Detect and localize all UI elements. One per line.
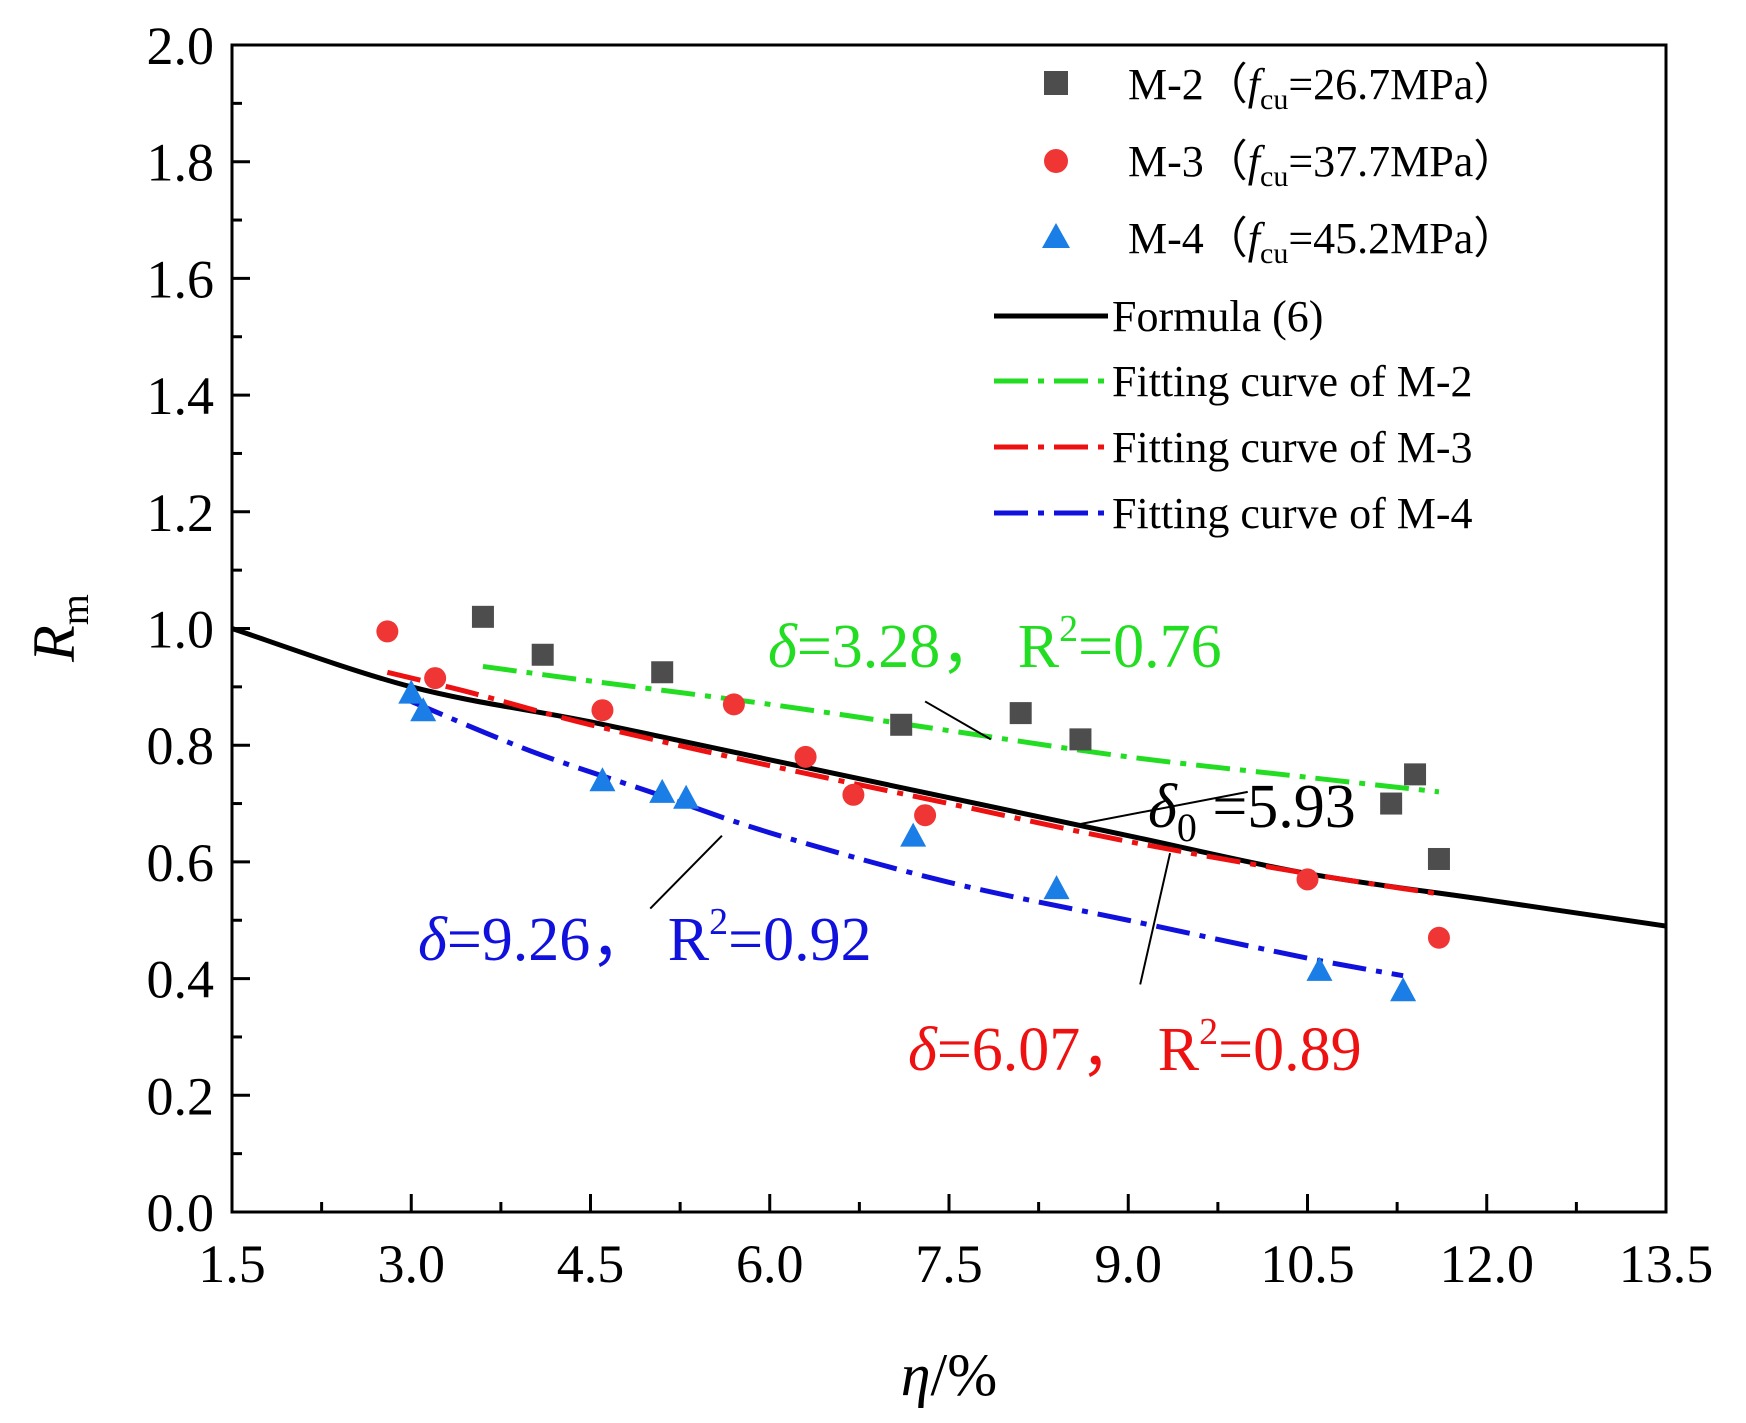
x-tick-label: 6.0 [736, 1234, 804, 1294]
y-tick-label: 0.6 [147, 833, 215, 893]
point-m-4 [1306, 956, 1333, 981]
point-m-2 [651, 661, 674, 684]
x-tick-label: 13.5 [1619, 1234, 1714, 1294]
legend: M-2（fcu=26.7MPa） M-3（fcu=37.7MPa） M-4（fc… [994, 60, 1517, 538]
y-tick-label: 0.0 [147, 1183, 215, 1243]
leader-formula [1080, 790, 1248, 825]
point-m-2 [1009, 702, 1032, 725]
point-m-4 [649, 778, 676, 803]
point-m-3 [794, 745, 817, 768]
x-tick-label: 1.5 [198, 1234, 266, 1294]
leader-m2 [924, 700, 992, 741]
point-m-3 [424, 667, 447, 690]
point-m-4 [410, 697, 437, 722]
point-m-3 [1296, 868, 1319, 891]
point-m-3 [591, 699, 614, 722]
x-tick-label: 3.0 [378, 1234, 446, 1294]
y-tick-label: 0.2 [147, 1066, 215, 1126]
point-m-3 [376, 620, 399, 643]
legend-label-fit-m3: Fitting curve of M-3 [1112, 423, 1473, 472]
y-tick-label: 0.4 [147, 950, 215, 1010]
leader-m3 [1139, 852, 1172, 985]
y-tick-label: 1.8 [147, 133, 215, 193]
y-tick-label: 1.0 [147, 600, 215, 660]
point-m-2 [1404, 763, 1427, 786]
point-m-2 [890, 713, 913, 736]
y-tick-label: 1.6 [147, 249, 215, 309]
legend-label-m3: M-3（fcu=37.7MPa） [1128, 137, 1517, 193]
annotation-m4: δ=9.26， R2=0.92 [418, 901, 872, 974]
legend-marker-m2 [1044, 71, 1068, 95]
y-tick-label: 1.4 [147, 366, 215, 426]
point-m-2 [471, 605, 494, 628]
point-m-2 [531, 643, 554, 666]
point-m-4 [589, 767, 616, 792]
legend-label-fit-m4: Fitting curve of M-4 [1112, 489, 1473, 538]
point-m-2 [1069, 728, 1092, 751]
legend-label-m2: M-2（fcu=26.7MPa） [1128, 60, 1517, 116]
point-m-3 [1427, 926, 1450, 949]
annotation-m2: δ=3.28， R2=0.76 [768, 608, 1222, 681]
annotation-leaders [649, 700, 1248, 985]
annotation-formula: δ0 =5.93 [1148, 773, 1356, 850]
y-tick-label: 2.0 [147, 16, 215, 76]
leader-m4 [649, 834, 723, 910]
fit-curve-m3 [386, 669, 1440, 897]
curves [231, 626, 1667, 979]
point-m-3 [722, 693, 745, 716]
point-m-4 [900, 822, 927, 847]
x-tick-label: 4.5 [557, 1234, 625, 1294]
annotation-m3: δ=6.07， R2=0.89 [908, 1011, 1362, 1084]
point-m-3 [914, 804, 937, 827]
point-m-2 [1427, 847, 1450, 870]
legend-label-m4: M-4（fcu=45.2MPa） [1128, 214, 1517, 270]
legend-marker-m3 [1044, 149, 1068, 173]
x-tick-label: 9.0 [1095, 1234, 1163, 1294]
fit-curve-m4 [410, 699, 1404, 979]
legend-marker-m4 [1042, 223, 1070, 248]
x-tick-label: 10.5 [1260, 1234, 1355, 1294]
legend-label-fit-m2: Fitting curve of M-2 [1112, 357, 1473, 406]
y-tick-label: 1.2 [147, 483, 215, 543]
point-m-4 [673, 784, 700, 809]
point-m-4 [1043, 875, 1070, 900]
data-points [376, 605, 1450, 1002]
point-m-4 [1390, 977, 1417, 1002]
axis-ticks: 1.5 3.0 4.5 6.0 7.5 9.0 10.5 12.0 13.5 0.0 0.2 0.4 0… [147, 16, 1714, 1294]
x-tick-label: 12.0 [1440, 1234, 1535, 1294]
point-m-3 [842, 783, 865, 806]
fit-curve-m2 [482, 663, 1440, 795]
point-m-4 [398, 679, 425, 704]
x-axis-title: η/% [901, 1342, 997, 1408]
point-m-2 [1380, 792, 1403, 815]
y-axis-title: Rm [21, 594, 97, 663]
legend-label-formula: Formula (6) [1112, 292, 1323, 341]
y-tick-label: 0.8 [147, 716, 215, 776]
x-tick-label: 7.5 [915, 1234, 983, 1294]
